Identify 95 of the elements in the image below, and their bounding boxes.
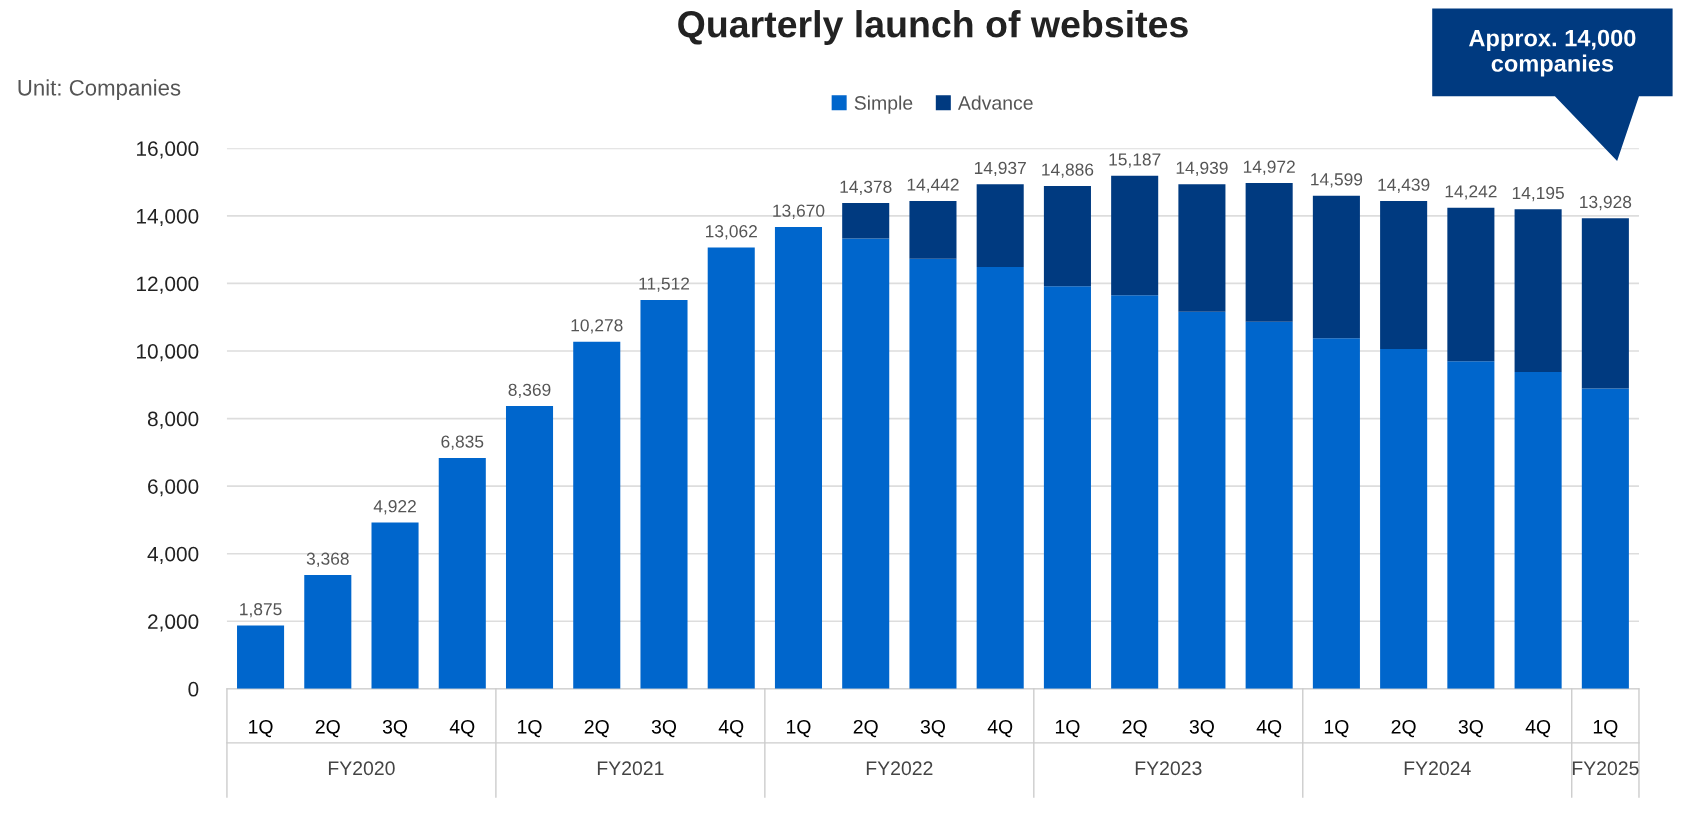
x-tick-label: 2Q — [1391, 719, 1416, 738]
total-label: 13,670 — [773, 204, 825, 219]
bar — [1111, 175, 1159, 296]
bar — [1245, 183, 1293, 322]
y-tick-label: 2,000 — [148, 614, 199, 632]
x-tick-label: 1Q — [518, 719, 542, 738]
bar — [438, 457, 486, 689]
x-tick-label: 4Q — [1256, 719, 1282, 738]
x-tick-label: 3Q — [382, 719, 408, 738]
text: FY2024 — [1404, 761, 1471, 776]
text: FY2023 — [1135, 761, 1202, 776]
total-label: 15,187 — [1109, 153, 1161, 168]
x-tick-label: 2Q — [315, 719, 340, 738]
y-tick-label: 6,000 — [148, 479, 199, 497]
total-label: 14,937 — [974, 161, 1026, 177]
bar — [1111, 295, 1159, 689]
total-label: 11,512 — [639, 277, 690, 292]
total-label: 3,368 — [306, 552, 349, 567]
total-label: 14,599 — [1311, 173, 1363, 188]
total-label: 1,875 — [240, 603, 282, 618]
bar — [371, 522, 419, 689]
bar — [1514, 371, 1562, 689]
x-tick-label: 3Q — [1189, 719, 1214, 738]
x-tick-label: 4Q — [1525, 719, 1551, 738]
bar — [976, 184, 1024, 267]
y-axis-title: Unit: Companies — [18, 79, 181, 101]
total-label: 14,195 — [1512, 186, 1564, 202]
bar — [1514, 209, 1562, 372]
x-tick-label: 1Q — [249, 719, 273, 738]
text: Approx. 14,000 companies — [1469, 29, 1636, 77]
bar — [842, 203, 890, 239]
bar — [1380, 348, 1428, 689]
y-tick-label: 12,000 — [137, 276, 199, 294]
y-tick-label: 8,000 — [147, 411, 199, 429]
total-label: 14,442 — [907, 178, 959, 193]
bar — [707, 247, 755, 689]
total-label: 14,242 — [1445, 185, 1497, 200]
y-tick-label: 14,000 — [137, 208, 199, 227]
bar — [1312, 338, 1360, 689]
text: FY2020 — [328, 761, 395, 776]
bar — [1312, 195, 1360, 339]
bar — [1043, 185, 1091, 287]
total-label: 13,928 — [1580, 195, 1632, 211]
total-label: 14,439 — [1378, 178, 1430, 193]
bar — [1245, 321, 1293, 689]
x-tick-label: 2Q — [584, 719, 609, 738]
total-label: 14,886 — [1042, 163, 1094, 178]
x-tick-label: 1Q — [1055, 719, 1080, 738]
bar — [640, 299, 688, 689]
x-tick-label: 3Q — [1458, 719, 1483, 738]
bar — [909, 200, 957, 259]
bar — [1043, 286, 1091, 689]
total-label: 6,835 — [441, 435, 484, 450]
total-label: 8,369 — [508, 383, 551, 398]
x-tick-label: 4Q — [987, 719, 1013, 738]
bar — [1447, 207, 1495, 362]
total-label: 13,062 — [706, 225, 757, 240]
total-label: 4,922 — [373, 500, 416, 515]
bar — [1581, 388, 1629, 689]
y-tick-label: 10,000 — [137, 344, 199, 362]
x-tick-label: 3Q — [651, 719, 677, 738]
total-label: 14,939 — [1176, 161, 1228, 177]
x-tick-label: 2Q — [853, 719, 878, 738]
bar — [505, 406, 554, 689]
bar — [573, 341, 621, 689]
total-label: 10,278 — [571, 319, 623, 334]
total-label: 14,378 — [840, 180, 892, 195]
bar — [909, 258, 957, 689]
bar — [1178, 311, 1226, 689]
bar — [1581, 218, 1629, 389]
bar — [237, 625, 285, 689]
y-tick-label: 4,000 — [147, 546, 199, 564]
bar — [774, 227, 823, 689]
x-tick-label: 4Q — [449, 719, 475, 738]
legend-label: Advance — [957, 95, 1033, 110]
text: FY2022 — [866, 761, 933, 776]
text: FY2021 — [597, 761, 664, 776]
bar — [1380, 201, 1428, 349]
bar — [842, 238, 890, 689]
chart-title: Quarterly launch of websites — [678, 10, 1188, 45]
bar — [1447, 361, 1495, 689]
legend-label: Simple — [854, 95, 913, 114]
x-tick-label: 1Q — [786, 719, 811, 738]
x-tick-label: 1Q — [1593, 719, 1618, 738]
x-tick-label: 2Q — [1122, 719, 1147, 738]
bar — [1178, 184, 1226, 312]
bar — [976, 266, 1024, 689]
y-tick-label: 16,000 — [137, 141, 199, 159]
total-label: 14,972 — [1243, 160, 1295, 175]
text: FY2025 — [1572, 761, 1639, 776]
x-tick-label: 3Q — [920, 719, 945, 738]
bar — [304, 575, 352, 689]
x-tick-label: 1Q — [1324, 719, 1349, 738]
x-tick-label: 4Q — [718, 719, 744, 738]
y-tick-label: 0 — [188, 681, 199, 697]
